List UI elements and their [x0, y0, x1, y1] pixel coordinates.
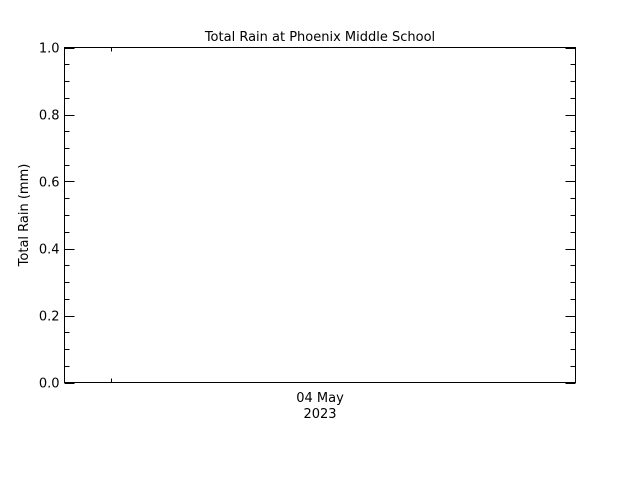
y-tick-label: 0.2 — [39, 310, 60, 325]
y-tick-label: 0.4 — [39, 243, 60, 258]
plot-frame — [64, 47, 576, 383]
y-tick-label: 0.6 — [39, 176, 60, 191]
y-tick-label: 0.0 — [39, 377, 60, 392]
y-tick-label: 1.0 — [39, 42, 60, 57]
x-tick-label-date: 04 May — [296, 391, 344, 406]
y-axis-label: Total Rain (mm) — [17, 164, 32, 268]
x-tick-label-year: 2023 — [303, 407, 336, 422]
y-tick-label: 0.8 — [39, 109, 60, 124]
chart-title: Total Rain at Phoenix Middle School — [204, 30, 435, 45]
